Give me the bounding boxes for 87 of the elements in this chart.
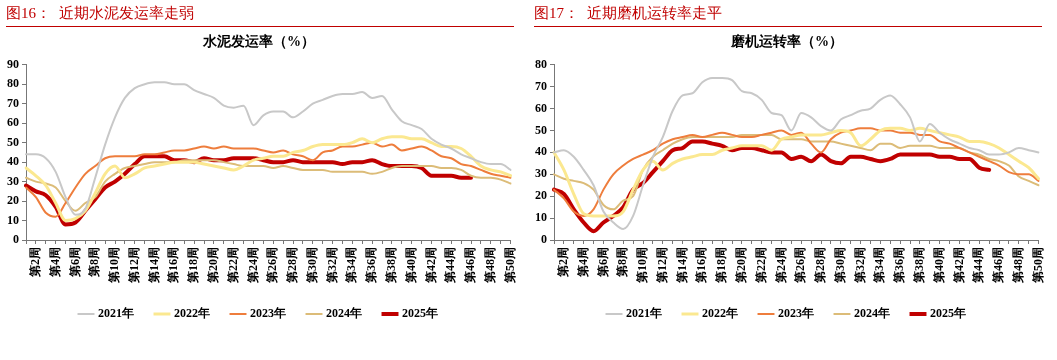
y-tick-label: 40 — [535, 144, 547, 159]
x-tick-label: 第26周 — [265, 247, 280, 284]
chart-subtitle: 水泥发运率（%） — [202, 33, 315, 50]
x-tick-label: 第40周 — [931, 247, 946, 284]
y-tick-label: 10 — [7, 212, 19, 227]
y-tick-label: 20 — [535, 188, 547, 203]
x-tick-label: 第6周 — [67, 247, 82, 278]
x-tick-label: 第8周 — [87, 247, 102, 278]
x-tick-label: 第34周 — [872, 247, 887, 284]
legend-label: 2025年 — [930, 306, 966, 321]
x-tick-label: 第30周 — [304, 247, 319, 284]
x-tick-label: 第10周 — [107, 247, 122, 284]
y-tick-label: 80 — [7, 76, 19, 91]
y-tick-label: 10 — [535, 210, 547, 225]
x-tick-label: 第22周 — [225, 247, 240, 284]
x-tick-label: 第46周 — [991, 247, 1006, 284]
x-tick-label: 第20周 — [734, 247, 748, 284]
x-tick-label: 第38周 — [384, 247, 399, 284]
legend-label: 2025年 — [402, 306, 438, 321]
x-tick-label: 第36周 — [364, 247, 379, 284]
x-tick-label: 第2周 — [555, 247, 570, 278]
x-tick-label: 第18周 — [714, 247, 729, 284]
y-tick-label: 30 — [7, 173, 19, 188]
legend-label: 2022年 — [702, 306, 738, 321]
y-tick-label: 50 — [535, 122, 547, 137]
x-tick-label: 第14周 — [146, 247, 161, 284]
x-tick-label: 第32周 — [852, 247, 867, 284]
x-tick-label: 第18周 — [186, 247, 201, 284]
line-series — [25, 81, 512, 216]
x-tick-label: 第46周 — [463, 247, 478, 284]
chart-subtitle: 磨机运转率（%） — [730, 33, 843, 50]
x-tick-label: 第12周 — [126, 247, 141, 284]
x-tick-label: 第26周 — [793, 247, 808, 284]
x-tick-label: 第32周 — [324, 247, 339, 284]
y-tick-label: 60 — [7, 115, 19, 130]
x-tick-label: 第2周 — [27, 247, 42, 278]
x-tick-label: 第34周 — [344, 247, 359, 284]
x-tick-label: 第42周 — [951, 247, 966, 284]
x-tick-label: 第30周 — [832, 247, 847, 284]
line-series — [553, 76, 1040, 231]
x-tick-label: 第16周 — [166, 247, 181, 284]
legend-label: 2021年 — [626, 306, 662, 321]
x-tick-label: 第10周 — [635, 247, 650, 284]
legend-label: 2023年 — [778, 306, 814, 321]
y-tick-label: 70 — [535, 78, 547, 93]
x-tick-label: 第44周 — [443, 247, 458, 284]
x-tick-label: 第42周 — [423, 247, 438, 284]
y-tick-label: 30 — [535, 166, 547, 181]
y-tick-label: 60 — [535, 100, 547, 115]
y-tick-label: 0 — [541, 232, 547, 247]
x-tick-label: 第48周 — [482, 247, 497, 284]
y-tick-label: 90 — [7, 56, 19, 71]
x-tick-label: 第8周 — [615, 247, 630, 278]
x-tick-label: 第16周 — [694, 247, 709, 284]
x-tick-label: 第12周 — [654, 247, 669, 284]
x-tick-label: 第22周 — [753, 247, 768, 284]
y-tick-label: 20 — [7, 193, 19, 208]
y-tick-label: 50 — [7, 134, 19, 149]
legend-label: 2024年 — [326, 306, 362, 321]
x-tick-label: 第14周 — [674, 247, 689, 284]
chart-title: 图16： 近期水泥发运率走弱 — [6, 4, 514, 27]
line-series — [25, 159, 512, 212]
x-tick-label: 第28周 — [285, 247, 300, 284]
y-tick-label: 40 — [7, 154, 19, 169]
x-tick-label: 第38周 — [912, 247, 927, 284]
x-tick-label: 第50周 — [502, 247, 517, 284]
x-tick-label: 第28周 — [813, 247, 828, 284]
x-tick-label: 第48周 — [1010, 247, 1025, 284]
chart-title: 图17： 近期磨机运转率走平 — [534, 4, 1042, 27]
legend-label: 2023年 — [250, 306, 286, 321]
x-tick-label: 第36周 — [892, 247, 907, 284]
legend-label: 2024年 — [854, 306, 890, 321]
y-tick-label: 0 — [13, 232, 19, 247]
x-tick-label: 第40周 — [403, 247, 418, 284]
x-tick-label: 第6周 — [595, 247, 610, 278]
legend-label: 2022年 — [174, 306, 210, 321]
x-tick-label: 第24周 — [245, 247, 260, 284]
x-tick-label: 第4周 — [575, 247, 590, 278]
x-tick-label: 第4周 — [47, 247, 62, 278]
line-series — [552, 139, 992, 234]
x-tick-label: 第44周 — [971, 247, 986, 284]
y-tick-label: 80 — [535, 56, 547, 71]
y-tick-label: 70 — [7, 95, 19, 110]
x-tick-label: 第20周 — [206, 247, 220, 284]
legend-label: 2021年 — [98, 306, 134, 321]
x-tick-label: 第50周 — [1030, 247, 1045, 284]
x-tick-label: 第24周 — [773, 247, 788, 284]
